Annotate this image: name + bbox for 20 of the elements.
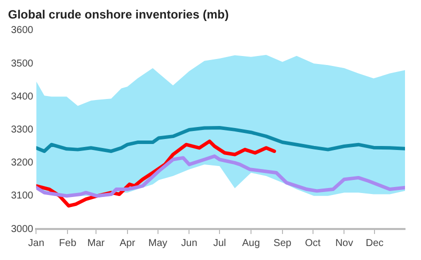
y-tick-label: 3400 bbox=[10, 91, 34, 102]
y-tick-label: 3600 bbox=[10, 25, 34, 36]
x-tick-label: May bbox=[148, 238, 168, 249]
y-tick-label: 3000 bbox=[10, 224, 34, 235]
chart-title: Global crude onshore inventories (mb) bbox=[8, 8, 229, 22]
x-tick-label: Jun bbox=[181, 238, 198, 249]
x-tick-label: Mar bbox=[87, 238, 106, 249]
y-tick-label: 3200 bbox=[10, 158, 34, 169]
x-tick-label: Sep bbox=[274, 238, 292, 249]
x-tick-label: Nov bbox=[335, 238, 354, 249]
y-tick-label: 3300 bbox=[10, 124, 34, 136]
y-tick-label: 3100 bbox=[10, 190, 34, 202]
x-tick-label: Apr bbox=[120, 238, 136, 249]
x-tick-label: Feb bbox=[59, 238, 77, 249]
x-tick-label: Dec bbox=[366, 238, 384, 249]
x-tick-label: Oct bbox=[305, 238, 321, 249]
x-tick-label: Jan bbox=[28, 238, 44, 249]
y-tick-label: 3500 bbox=[10, 58, 34, 70]
x-tick-label: Aug bbox=[242, 238, 260, 249]
x-tick-label: Jul bbox=[213, 238, 226, 249]
